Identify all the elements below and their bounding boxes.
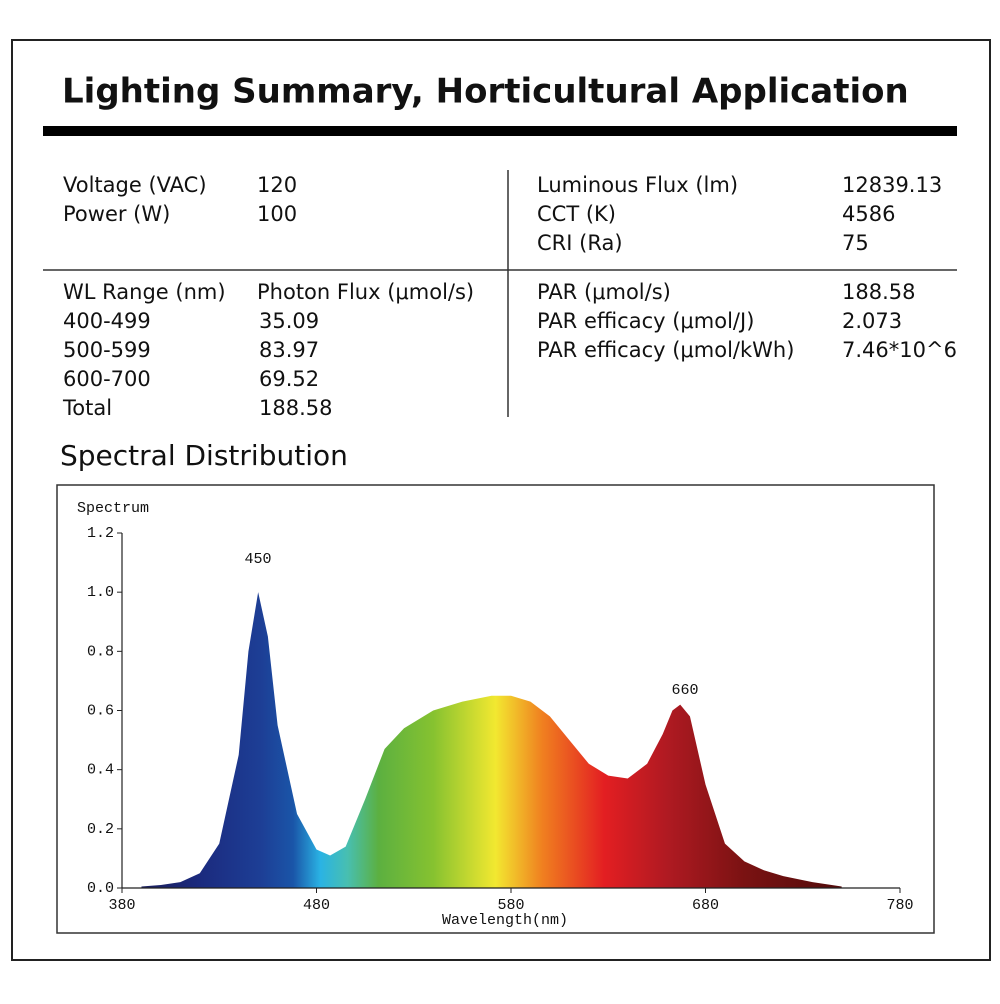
- peak-label: 660: [671, 682, 698, 699]
- spec-value: 100: [257, 202, 297, 226]
- table-cell: Total: [62, 396, 112, 420]
- spec-label: Power (W): [63, 202, 170, 226]
- spec-value: 2.073: [842, 309, 902, 333]
- table-cell: 83.97: [259, 338, 319, 362]
- spec-value: 7.46*10^6: [842, 338, 957, 362]
- table-header: WL Range (nm): [63, 280, 226, 304]
- y-tick-label: 0.6: [87, 702, 114, 719]
- x-tick-label: 580: [497, 897, 524, 914]
- y-tick-label: 1.2: [87, 525, 114, 542]
- spec-value: 120: [257, 173, 297, 197]
- table-cell: 188.58: [259, 396, 332, 420]
- chart: 0.0 0.2 0.4 0.6 0.8 1.0 1.2 380 480 580 680 780 Spec…: [77, 500, 914, 929]
- table-cell: 69.52: [259, 367, 319, 391]
- table-cell: 400-499: [63, 309, 151, 333]
- y-tick-label: 0.8: [87, 643, 114, 660]
- spec-label: CRI (Ra): [537, 231, 623, 255]
- x-tick-label: 680: [692, 897, 719, 914]
- spec-label: PAR efficacy (μmol/J): [537, 309, 754, 333]
- y-tick-label: 0.2: [87, 821, 114, 838]
- table-cell: 500-599: [63, 338, 151, 362]
- table-cell: 600-700: [63, 367, 151, 391]
- x-tick-label: 380: [108, 897, 135, 914]
- spec-value: 12839.13: [842, 173, 942, 197]
- table-header: Photon Flux (μmol/s): [257, 280, 474, 304]
- section-title: Spectral Distribution: [60, 439, 348, 472]
- spectrum-area: [141, 592, 842, 888]
- spec-value: 188.58: [842, 280, 915, 304]
- table-cell: 35.09: [259, 309, 319, 333]
- y-tick-label: 1.0: [87, 584, 114, 601]
- spec-label: PAR (μmol/s): [537, 280, 671, 304]
- x-axis-label: Wavelength(nm): [442, 912, 568, 929]
- x-tick-label: 480: [303, 897, 330, 914]
- chart-frame: [56, 484, 935, 934]
- spec-label: Luminous Flux (lm): [537, 173, 738, 197]
- y-tick-label: 0.0: [87, 880, 114, 897]
- spec-value: 75: [842, 231, 869, 255]
- spec-label: Voltage (VAC): [63, 173, 207, 197]
- spec-label: CCT (K): [537, 202, 616, 226]
- spec-value: 4586: [842, 202, 895, 226]
- x-tick-label: 780: [886, 897, 913, 914]
- y-axis-label: Spectrum: [77, 500, 149, 517]
- y-tick-label: 0.4: [87, 762, 114, 779]
- title-rule: [43, 126, 957, 136]
- peak-label: 450: [244, 551, 271, 568]
- title: Lighting Summary, Horticultural Applicat…: [62, 72, 909, 112]
- outer-border: [11, 39, 991, 961]
- spec-label: PAR efficacy (μmol/kWh): [537, 338, 794, 362]
